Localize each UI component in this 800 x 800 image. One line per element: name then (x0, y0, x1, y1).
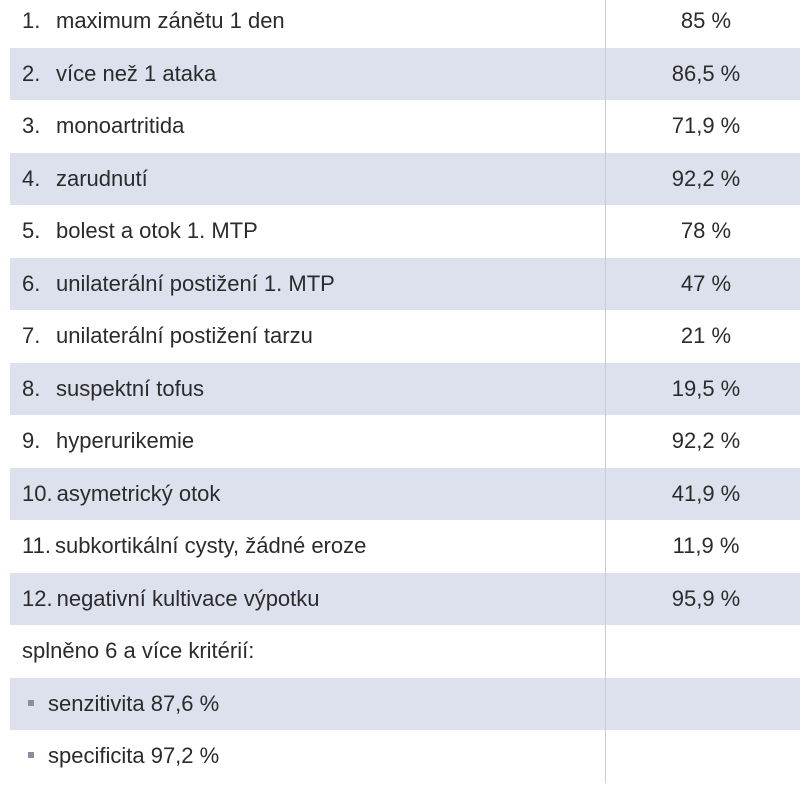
bullet-square-icon (28, 752, 34, 759)
criterion-number: 12. (22, 585, 53, 611)
criterion-label: monoartritida (56, 113, 185, 139)
criterion-number: 11. (22, 533, 51, 559)
criterion-cell: 8. suspektní tofus (10, 362, 606, 415)
criterion-number: 8. (22, 375, 41, 401)
table-row: 4. zarudnutí 92,2 % (10, 152, 800, 205)
summary-label: splněno 6 a více kritérií: (10, 625, 606, 678)
criterion-value: 19,5 % (605, 362, 800, 415)
criterion-label: bolest a otok 1. MTP (56, 218, 258, 244)
criterion-cell: 10. asymetrický otok (10, 467, 606, 520)
criterion-cell: 5. bolest a otok 1. MTP (10, 205, 606, 258)
criterion-label: asymetrický otok (56, 480, 221, 506)
criteria-table: 1. maximum zánětu 1 den 85 % 2. více než 1… (10, 0, 800, 783)
bullet-value-empty (605, 730, 800, 783)
criterion-value: 11,9 % (605, 520, 800, 573)
table-row: 8. suspektní tofus 19,5 % (10, 362, 800, 415)
bullet-cell: specificita 97,2 % (10, 730, 606, 783)
criterion-number: 10. (22, 480, 53, 506)
table-row: 1. maximum zánětu 1 den 85 % (10, 0, 800, 48)
criterion-value: 92,2 % (605, 152, 800, 205)
criterion-cell: 9. hyperurikemie (10, 415, 606, 468)
table-row: specificita 97,2 % (10, 730, 800, 783)
criterion-label: více než 1 ataka (56, 60, 217, 86)
table-row: splněno 6 a více kritérií: (10, 625, 800, 678)
table-row: 3. monoartritida 71,9 % (10, 100, 800, 153)
criterion-value: 86,5 % (605, 47, 800, 100)
criterion-label: subkortikální cysty, žádné eroze (54, 533, 367, 559)
criterion-label: hyperurikemie (56, 428, 195, 454)
criterion-label: maximum zánětu 1 den (56, 8, 285, 34)
bullet-cell: senzitivita 87,6 % (10, 677, 606, 730)
table-row: 2. více než 1 ataka 86,5 % (10, 47, 800, 100)
table-row: 9. hyperurikemie 92,2 % (10, 415, 800, 468)
criterion-number: 4. (22, 165, 41, 191)
criterion-number: 3. (22, 113, 41, 139)
criterion-label: unilaterální postižení tarzu (56, 323, 313, 349)
table-row: 5. bolest a otok 1. MTP 78 % (10, 205, 800, 258)
table-row: 11. subkortikální cysty, žádné eroze 11,9… (10, 520, 800, 573)
criterion-cell: 12. negativní kultivace výpotku (10, 572, 606, 625)
criterion-cell: 7. unilaterální postižení tarzu (10, 310, 606, 363)
criterion-value: 78 % (605, 205, 800, 258)
specificity-label: specificita 97,2 % (48, 743, 220, 769)
bullet-square-icon (28, 699, 34, 706)
criterion-number: 9. (22, 428, 41, 454)
criterion-value: 47 % (605, 257, 800, 310)
sensitivity-label: senzitivita 87,6 % (48, 690, 220, 716)
criterion-number: 5. (22, 218, 41, 244)
criterion-cell: 11. subkortikální cysty, žádné eroze (10, 520, 606, 573)
criterion-cell: 4. zarudnutí (10, 152, 606, 205)
criterion-label: negativní kultivace výpotku (56, 585, 320, 611)
bullet-value-empty (605, 677, 800, 730)
criterion-cell: 1. maximum zánětu 1 den (10, 0, 606, 48)
criterion-value: 71,9 % (605, 100, 800, 153)
criterion-number: 6. (22, 270, 41, 296)
criterion-value: 85 % (605, 0, 800, 48)
criterion-label: suspektní tofus (56, 375, 204, 401)
table-row: 7. unilaterální postižení tarzu 21 % (10, 310, 800, 363)
criterion-cell: 3. monoartritida (10, 100, 606, 153)
table-row: 12. negativní kultivace výpotku 95,9 % (10, 572, 800, 625)
criterion-number: 1. (22, 8, 41, 34)
table-row: 10. asymetrický otok 41,9 % (10, 467, 800, 520)
criterion-number: 2. (22, 60, 41, 86)
table-row: 6. unilaterální postižení 1. MTP 47 % (10, 257, 800, 310)
criterion-value: 92,2 % (605, 415, 800, 468)
criterion-value: 21 % (605, 310, 800, 363)
summary-value-empty (605, 625, 800, 678)
criterion-cell: 2. více než 1 ataka (10, 47, 606, 100)
criterion-label: zarudnutí (56, 165, 148, 191)
criterion-number: 7. (22, 323, 41, 349)
criterion-value: 41,9 % (605, 467, 800, 520)
criterion-cell: 6. unilaterální postižení 1. MTP (10, 257, 606, 310)
table-row: senzitivita 87,6 % (10, 677, 800, 730)
criterion-label: unilaterální postižení 1. MTP (56, 270, 335, 296)
criterion-value: 95,9 % (605, 572, 800, 625)
